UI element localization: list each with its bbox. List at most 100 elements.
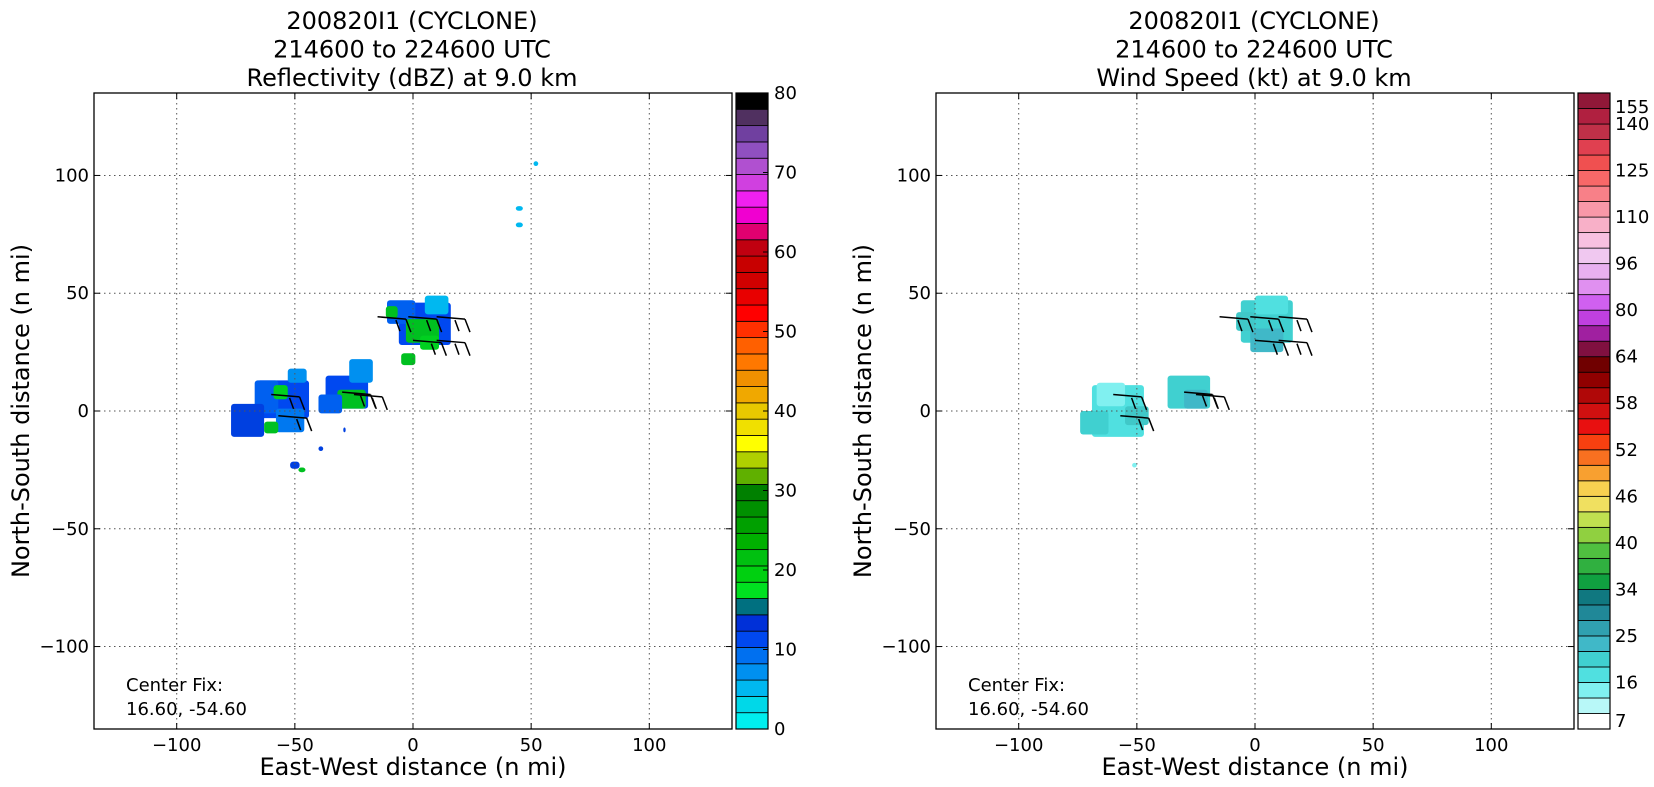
- colorbar-tick-label: 52: [1615, 440, 1638, 461]
- colorbar-segment: [1577, 480, 1611, 497]
- colorbar-tick-label: 10: [774, 640, 797, 661]
- wind-barb: [1250, 316, 1285, 333]
- colorbar-segment: [735, 206, 769, 224]
- wind-barb-shaft: [278, 414, 307, 419]
- colorbar-segment: [1577, 123, 1611, 140]
- colorbar-segment: [735, 467, 769, 485]
- wind-barb: [1278, 339, 1313, 356]
- data-cell: [343, 427, 346, 433]
- colorbar-tick-label: 58: [1615, 393, 1638, 414]
- wind-barb-flag: [395, 319, 401, 332]
- colorbar-segment: [735, 614, 769, 632]
- center-fix-label: Center Fix:: [126, 675, 223, 696]
- colorbar-tick-label: 20: [774, 560, 797, 581]
- colorbar-segment: [1577, 108, 1611, 125]
- data-cell: [1096, 382, 1126, 407]
- chart-title-line: 214600 to 224600 UTC: [1115, 36, 1393, 64]
- colorbar-segment: [1577, 340, 1611, 358]
- x-tick-label: −100: [994, 735, 1043, 756]
- colorbar-tick-label: 80: [1615, 300, 1638, 321]
- chart-title-line: Reflectivity (dBZ) at 9.0 km: [247, 64, 578, 92]
- colorbar-segment: [735, 483, 769, 502]
- wind-barb-flag: [1306, 342, 1313, 356]
- colorbar-segment: [1577, 216, 1611, 234]
- colorbar-segment: [1577, 526, 1611, 544]
- colorbar-tick-label: 40: [1615, 533, 1638, 554]
- wind-speed-panel: 200820I1 (CYCLONE)214600 to 224600 UTCWi…: [849, 7, 1649, 781]
- wind-barb: [353, 393, 388, 411]
- colorbar-tick-label: 140: [1615, 114, 1649, 135]
- x-axis-label: East-West distance (n mi): [1101, 753, 1408, 781]
- wind-barb-flag: [1140, 396, 1148, 411]
- wind-barb-flag: [464, 342, 471, 356]
- colorbar-segment: [1577, 697, 1611, 714]
- data-cell: [515, 222, 523, 228]
- data-cell: [533, 161, 539, 167]
- colorbar-segment: [1577, 278, 1611, 296]
- colorbar-segment: [1577, 635, 1611, 652]
- data-cell: [1125, 406, 1149, 426]
- center-fix-value: 16.60, -54.60: [126, 699, 247, 720]
- reflectivity-panel: 200820I1 (CYCLONE)214600 to 224600 UTCRe…: [7, 7, 797, 781]
- colorbar-segment: [1577, 418, 1611, 435]
- colorbar-segment: [735, 500, 769, 518]
- colorbar-segment: [735, 320, 769, 339]
- colorbar-tick-label: 155: [1615, 97, 1649, 118]
- wind-barb-flag: [288, 397, 295, 410]
- wind-barb-flag: [430, 343, 437, 355]
- colorbar-segment: [1577, 511, 1611, 528]
- y-axis-label: North-South distance (n mi): [849, 244, 877, 578]
- grid: [94, 93, 732, 729]
- colorbar-segment: [735, 386, 769, 404]
- colorbar-tick-label: 60: [774, 242, 797, 263]
- wind-barb-flag: [371, 397, 377, 410]
- data-cell: [231, 403, 265, 437]
- wind-barb-flag: [381, 396, 388, 411]
- wind-barb-flag: [425, 319, 432, 332]
- data-cells: [231, 161, 539, 473]
- y-axis-label: North-South distance (n mi): [7, 244, 35, 578]
- colorbar-tick-label: 125: [1615, 161, 1649, 182]
- data-cells: [1080, 295, 1293, 468]
- colorbar-segment: [1577, 604, 1611, 621]
- wind-barb-flag: [305, 417, 313, 432]
- colorbar-segment: [735, 125, 769, 143]
- colorbar-segment: [735, 695, 769, 714]
- colorbar-segment: [1577, 325, 1611, 342]
- colorbar-tick-label: 40: [774, 401, 797, 422]
- colorbar: 0 10 20 30 40 50 60 70 80: [735, 83, 797, 740]
- colorbar-segment: [735, 223, 769, 241]
- y-tick-label: 100: [897, 165, 931, 186]
- data-cell: [1250, 328, 1284, 353]
- chart-title-line: 214600 to 224600 UTC: [273, 36, 551, 64]
- wind-barb-shaft: [436, 339, 466, 344]
- colorbar-tick-label: 64: [1615, 347, 1638, 368]
- wind-barb-flag: [1137, 418, 1144, 431]
- x-tick-label: −100: [152, 735, 201, 756]
- wind-barb-flag: [1277, 318, 1285, 333]
- colorbar-segment: [1577, 449, 1611, 466]
- colorbar-segment: [1577, 495, 1611, 513]
- colorbar-segment: [1577, 356, 1611, 373]
- wind-barb-shaft: [1278, 339, 1308, 344]
- colorbar-segment: [735, 565, 769, 583]
- data-cell: [349, 359, 373, 383]
- colorbar-segment: [1577, 433, 1611, 451]
- wind-barb-shaft: [436, 316, 466, 320]
- wind-barb-shaft: [412, 339, 442, 344]
- y-tick-label: 0: [78, 401, 89, 422]
- colorbar-segment: [735, 239, 769, 257]
- wind-barb: [1278, 316, 1313, 333]
- colorbar-segment: [735, 663, 769, 681]
- chart-title-line: 200820I1 (CYCLONE): [1128, 7, 1379, 35]
- wind-barb-shaft: [1184, 391, 1213, 396]
- colorbar-segment: [1577, 651, 1611, 668]
- colorbar-segment: [1577, 294, 1611, 311]
- x-tick-label: 100: [1474, 735, 1508, 756]
- wind-barb: [436, 316, 471, 333]
- colorbar-tick-label: 34: [1615, 579, 1638, 600]
- wind-barb-shaft: [271, 393, 300, 398]
- data-cell: [1255, 295, 1289, 315]
- colorbar-segment: [735, 353, 769, 371]
